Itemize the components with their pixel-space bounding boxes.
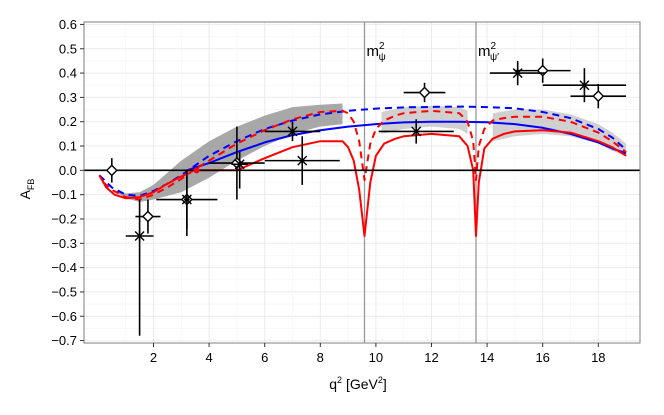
x-tick-label: 12 xyxy=(424,350,438,365)
x-tick-label: 18 xyxy=(591,350,605,365)
red-marker-point xyxy=(193,167,200,174)
y-tick-label: 0.2 xyxy=(59,114,77,129)
diamond-point-marker xyxy=(105,164,118,177)
y-tick-label: 0.6 xyxy=(59,17,77,32)
y-tick-label: 0.1 xyxy=(59,139,77,154)
blue-solid-curve xyxy=(186,120,627,172)
y-axis-title: AFB xyxy=(17,179,36,200)
y-tick-label: −0.5 xyxy=(51,284,77,299)
diamond-point-marker xyxy=(141,210,154,223)
x-tick-label: 8 xyxy=(317,350,324,365)
x-tick-label: 2 xyxy=(150,350,157,365)
y-tick-label: −0.4 xyxy=(51,260,77,275)
y-tick-label: 0.5 xyxy=(59,41,77,56)
y-tick-label: −0.1 xyxy=(51,187,77,202)
resonance-label-1: m2 ψ xyxy=(367,41,386,63)
cross-point-marker xyxy=(411,125,422,137)
x-tick-label: 6 xyxy=(261,350,268,365)
theory-curves xyxy=(98,105,627,237)
cross-point-marker xyxy=(134,230,145,242)
x-tick-label: 16 xyxy=(535,350,549,365)
y-tick-label: −0.7 xyxy=(51,333,77,348)
red-dashed-curve xyxy=(102,109,627,201)
resonance-labels: m2 ψ m2 ψ′ xyxy=(367,41,500,63)
resonance-lines xyxy=(363,22,477,343)
cross-point-marker xyxy=(234,158,245,170)
diamond-point-marker xyxy=(592,90,605,103)
x-tick-label: 10 xyxy=(369,350,383,365)
zero-line xyxy=(84,167,640,174)
x-axis-ticks: 2 4 6 8 10 12 14 16 18 xyxy=(150,343,606,365)
diamond-point-marker xyxy=(418,86,431,99)
x-tick-label: 14 xyxy=(480,350,494,365)
x-axis-title: q2 [GeV2] xyxy=(329,375,387,392)
data-points xyxy=(105,58,627,336)
panel-border xyxy=(83,21,641,344)
y-tick-label: −0.3 xyxy=(51,236,77,251)
y-tick-label: −0.2 xyxy=(51,211,77,226)
band-right xyxy=(492,109,627,156)
y-axis-ticks: −0.7 −0.6 −0.5 −0.4 −0.3 −0.2 −0.1 0.0 0.1 0.2 0.3… xyxy=(51,17,84,348)
y-tick-label: −0.6 xyxy=(51,309,77,324)
cross-point-marker xyxy=(181,194,192,206)
cross-point-marker xyxy=(579,79,590,91)
y-tick-label: 0.4 xyxy=(59,66,77,81)
red-solid-curve xyxy=(98,129,627,237)
band-main xyxy=(111,103,343,202)
axes-frame xyxy=(83,21,641,344)
diamond-point-marker xyxy=(536,64,549,77)
x-tick-label: 4 xyxy=(205,350,212,365)
y-tick-label: 0.3 xyxy=(59,90,77,105)
y-tick-label: 0.0 xyxy=(59,163,77,178)
resonance-label-2: m2 ψ′ xyxy=(478,41,499,63)
cross-point-marker xyxy=(287,125,298,137)
cross-point-marker xyxy=(512,67,523,79)
blue-dashed-curve xyxy=(98,105,627,197)
cross-point-marker xyxy=(297,155,308,167)
